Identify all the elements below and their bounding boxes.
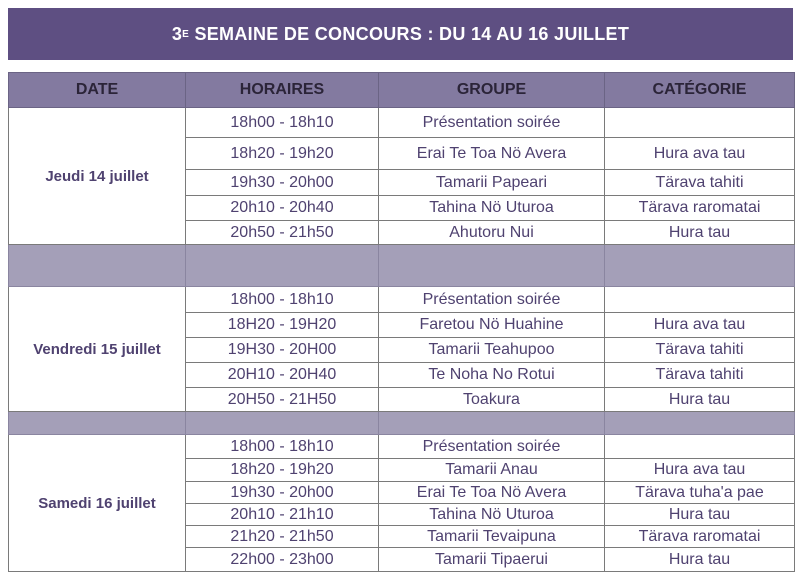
time-cell: 20h10 - 20h40 — [185, 195, 379, 221]
group-cell: Présentation soirée — [378, 107, 605, 138]
separator-cell — [8, 244, 186, 287]
time-cell: 18h00 - 18h10 — [185, 107, 379, 138]
category-cell: Tärava tahiti — [604, 169, 795, 196]
separator-row — [8, 244, 795, 287]
group-cell: Tahina Nö Uturoa — [378, 503, 605, 526]
date-cell: Samedi 16 juillet — [8, 434, 186, 572]
table-row: 21h20 - 21h50 Tamarii Tevaipuna Tärava rar… — [9, 525, 795, 548]
category-cell — [604, 107, 795, 138]
time-cell: 19h30 - 20h00 — [185, 169, 379, 196]
schedule-table: DATE HORAIRES GROUPE CATÉGORIE Jeudi 14 … — [8, 72, 795, 572]
date-cell: Jeudi 14 juillet — [8, 107, 186, 245]
header-category: CATÉGORIE — [604, 72, 795, 108]
title-number: 3 — [171, 23, 183, 44]
time-cell: 20h10 - 21h10 — [185, 503, 379, 526]
group-cell: Faretou Nö Huahine — [378, 312, 605, 338]
group-cell: Tamarii Papeari — [378, 169, 605, 196]
table-row: 18h20 - 19h20 Erai Te Toa Nö Avera Hura av… — [9, 137, 795, 170]
group-cell: Présentation soirée — [378, 286, 605, 313]
table-row: 20h50 - 21h50 Ahutoru Nui Hura tau — [9, 220, 795, 245]
group-cell: Erai Te Toa Nö Avera — [378, 137, 605, 170]
time-cell: 18h20 - 19h20 — [185, 458, 379, 482]
category-cell: Tärava raromatai — [604, 195, 795, 221]
group-cell: Tamarii Tipaerui — [378, 547, 605, 572]
table-row: 22h00 - 23h00 Tamarii Tipaerui Hura tau — [9, 547, 795, 572]
separator-cell — [604, 411, 795, 435]
group-cell: Tahina Nö Uturoa — [378, 195, 605, 221]
date-cell: Vendredi 15 juillet — [8, 286, 186, 412]
category-cell: Tärava raromatai — [604, 525, 795, 548]
category-cell: Hura tau — [604, 503, 795, 526]
group-cell: Te Noha No Rotui — [378, 362, 605, 388]
table-row: 18H20 - 19H20 Faretou Nö Huahine Hura ava … — [9, 312, 795, 338]
time-cell: 18h00 - 18h10 — [185, 286, 379, 313]
separator-row — [8, 411, 795, 435]
table-row: 19h30 - 20h00 Erai Te Toa Nö Avera Tärava … — [9, 481, 795, 504]
separator-cell — [604, 244, 795, 287]
time-cell: 19H30 - 20H00 — [185, 337, 379, 363]
group-cell: Tamarii Anau — [378, 458, 605, 482]
table-row: Jeudi 14 juillet 18h00 - 18h10 Présentatio… — [8, 107, 795, 245]
separator-cell — [378, 244, 605, 287]
time-cell: 20H10 - 20H40 — [185, 362, 379, 388]
time-cell: 19h30 - 20h00 — [185, 481, 379, 504]
category-cell: Tärava tuha'a pae — [604, 481, 795, 504]
group-cell: Ahutoru Nui — [378, 220, 605, 245]
time-cell: 20H50 - 21H50 — [185, 387, 379, 412]
category-cell: Hura tau — [604, 220, 795, 245]
header-date: DATE — [8, 72, 186, 108]
time-cell: 20h50 - 21h50 — [185, 220, 379, 245]
category-cell — [604, 434, 795, 459]
separator-cell — [8, 411, 186, 435]
table-row: 20h10 - 21h10 Tahina Nö Uturoa Hura tau — [9, 503, 795, 526]
time-cell: 18h00 - 18h10 — [185, 434, 379, 459]
group-cell: Toakura — [378, 387, 605, 412]
time-cell: 22h00 - 23h00 — [185, 547, 379, 572]
time-cell: 21h20 - 21h50 — [185, 525, 379, 548]
group-cell: Tamarii Teahupoo — [378, 337, 605, 363]
separator-cell — [185, 411, 379, 435]
group-cell: Présentation soirée — [378, 434, 605, 459]
table-row: 20H10 - 20H40 Te Noha No Rotui Tärava tahi… — [9, 362, 795, 388]
separator-cell — [185, 244, 379, 287]
category-cell: Hura tau — [604, 387, 795, 412]
category-cell: Hura ava tau — [604, 312, 795, 338]
group-cell: Tamarii Tevaipuna — [378, 525, 605, 548]
title-superscript: E — [182, 28, 190, 40]
category-cell: Hura tau — [604, 547, 795, 572]
table-row: 20h10 - 20h40 Tahina Nö Uturoa Tärava raro… — [9, 195, 795, 221]
time-cell: 18h20 - 19h20 — [185, 137, 379, 170]
header-times: HORAIRES — [185, 72, 379, 108]
separator-cell — [378, 411, 605, 435]
time-cell: 18H20 - 19H20 — [185, 312, 379, 338]
table-row: 20H50 - 21H50 Toakura Hura tau — [9, 387, 795, 412]
header-group: GROUPE — [378, 72, 605, 108]
table-row: Vendredi 15 juillet 18h00 - 18h10 Présenta… — [8, 286, 795, 412]
category-cell: Tärava tahiti — [604, 362, 795, 388]
table-row: 19H30 - 20H00 Tamarii Teahupoo Tärava tahi… — [9, 337, 795, 363]
table-row: Samedi 16 juillet 18h00 - 18h10 Présentati… — [8, 434, 795, 572]
group-cell: Erai Te Toa Nö Avera — [378, 481, 605, 504]
category-cell — [604, 286, 795, 313]
category-cell: Hura ava tau — [604, 458, 795, 482]
header-row: DATE HORAIRES GROUPE CATÉGORIE — [8, 72, 795, 108]
title-text: SEMAINE DE CONCOURS : DU 14 AU 16 JUILLE… — [189, 23, 630, 44]
table-row: 18h20 - 19h20 Tamarii Anau Hura ava tau — [9, 458, 795, 482]
table-row: 19h30 - 20h00 Tamarii Papeari Tärava tahit… — [9, 169, 795, 196]
category-cell: Hura ava tau — [604, 137, 795, 170]
category-cell: Tärava tahiti — [604, 337, 795, 363]
